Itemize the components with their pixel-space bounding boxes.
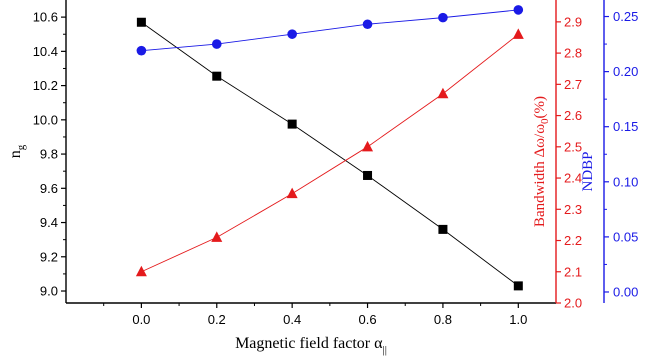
series-line-right1 bbox=[141, 34, 519, 273]
data-point-circle bbox=[362, 19, 373, 30]
axes-layer: 0.0 0.2 0.4 0.6 0.8 1.0 9.0 9.2 9.4 9.6 9.8 10.0 10.… bbox=[33, 0, 638, 327]
y-tick-label-right-ndbp: 0.00 bbox=[613, 284, 638, 299]
y-tick-label-left: 10.0 bbox=[33, 112, 58, 127]
bandwidth-label-subscript: 0 bbox=[539, 118, 551, 124]
y-tick-label-right-ndbp: 0.25 bbox=[613, 9, 638, 24]
data-point-triangle bbox=[437, 87, 449, 99]
y-tick-label-right-bandwidth: 2.8 bbox=[564, 46, 582, 61]
y-tick-label-right-bandwidth: 2.6 bbox=[564, 108, 582, 123]
data-point-triangle bbox=[135, 265, 147, 277]
y-tick-label-left: 10.2 bbox=[33, 78, 58, 93]
y-tick-label-right-ndbp: 0.10 bbox=[613, 174, 638, 189]
data-point-square bbox=[438, 224, 448, 234]
y-tick-label-right-bandwidth: 2.3 bbox=[564, 202, 582, 217]
x-tick-label: 1.0 bbox=[509, 312, 527, 327]
y-tick-label-left: 9.8 bbox=[40, 147, 58, 162]
data-point-circle bbox=[513, 5, 524, 15]
y-tick-label-left: 9.2 bbox=[40, 249, 58, 264]
data-point-circle bbox=[438, 12, 448, 23]
bandwidth-label-prefix: Bandwidth Δω/ω bbox=[532, 124, 548, 227]
y-tick-label-right-ndbp: 0.15 bbox=[613, 119, 638, 134]
y-tick-label-left: 10.4 bbox=[33, 44, 58, 59]
y-tick-label-left: 9.6 bbox=[40, 181, 58, 196]
y-tick-label-right-bandwidth: 2.4 bbox=[564, 171, 582, 186]
y-tick-label-right-bandwidth: 2.2 bbox=[564, 233, 582, 248]
y-tick-label-right-bandwidth: 2.9 bbox=[564, 14, 582, 29]
series-layer bbox=[135, 5, 524, 291]
data-point-triangle bbox=[286, 187, 298, 199]
x-tick-label: 0.6 bbox=[358, 312, 376, 327]
y-tick-label-right-bandwidth: 2.1 bbox=[564, 264, 582, 279]
data-point-circle bbox=[287, 29, 297, 39]
data-point-square bbox=[212, 71, 222, 81]
y-axis-label-left-subscript: g bbox=[15, 144, 27, 150]
x-tick-label: 0.4 bbox=[283, 312, 301, 327]
data-point-triangle bbox=[512, 28, 524, 39]
data-point-square bbox=[136, 17, 146, 27]
data-point-square bbox=[513, 281, 523, 291]
y-tick-label-left: 9.0 bbox=[40, 284, 58, 299]
data-point-square bbox=[287, 119, 297, 129]
y-tick-label-left: 10.6 bbox=[33, 10, 58, 25]
x-axis-label: Magnetic field factor α|| bbox=[235, 335, 387, 356]
bandwidth-label-suffix: (%) bbox=[532, 96, 548, 119]
y-axis-label-left: ng bbox=[7, 144, 27, 158]
y-tick-label-right-ndbp: 0.20 bbox=[613, 64, 638, 79]
data-point-square bbox=[363, 170, 373, 180]
y-axis-label-right-ndbp: NDBP bbox=[580, 151, 596, 191]
data-point-triangle bbox=[362, 140, 374, 152]
x-tick-label: 0.8 bbox=[434, 312, 452, 327]
y-tick-label-right-ndbp: 0.05 bbox=[613, 229, 638, 244]
data-point-circle bbox=[136, 45, 147, 56]
data-point-circle bbox=[211, 39, 222, 49]
x-tick-label: 0.0 bbox=[132, 312, 150, 327]
series-line-right2 bbox=[141, 9, 519, 52]
x-tick-label: 0.2 bbox=[208, 312, 226, 327]
y-axis-label-right-bandwidth: Bandwidth Δω/ω0(%) bbox=[532, 96, 551, 227]
x-axis-label-subscript: || bbox=[383, 344, 387, 356]
data-point-triangle bbox=[211, 231, 223, 242]
y-tick-label-right-bandwidth: 2.5 bbox=[564, 139, 582, 154]
y-tick-label-right-bandwidth: 2.0 bbox=[564, 296, 582, 311]
y-tick-label-left: 9.4 bbox=[40, 215, 58, 230]
series-line-left bbox=[141, 21, 519, 287]
y-tick-label-right-bandwidth: 2.7 bbox=[564, 77, 582, 92]
label-layer: Magnetic field factor α|| ng Bandwidth Δ… bbox=[7, 96, 596, 356]
